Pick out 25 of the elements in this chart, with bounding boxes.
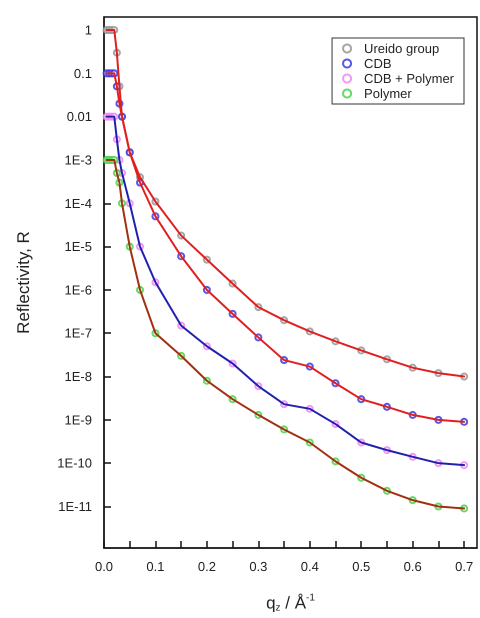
x-tick-label: 0.6 [404,559,422,574]
y-tick-label: 1E-8 [64,369,92,384]
y-tick-label: 0.01 [66,109,92,124]
y-axis-title: Reflectivity, R [14,231,33,334]
legend-label: CDB + Polymer [364,71,455,86]
x-tick-label: 0.2 [198,559,216,574]
legend-label: Polymer [364,86,412,101]
y-tick-label: 0.1 [74,66,92,81]
y-tick-label: 1 [84,22,92,38]
y-tick-label: 1E-5 [64,239,92,254]
y-tick-label: 1E-10 [57,456,92,471]
legend-label: Ureido group [364,41,440,56]
legend-label: CDB [364,56,392,71]
x-tick-label: 0.0 [94,559,114,574]
x-tick-label: 0.5 [352,559,370,574]
y-tick-label: 1E-11 [58,498,92,514]
y-tick-label: 1E-4 [64,196,92,211]
y-tick-label: 1E-6 [64,282,92,298]
y-tick-label: 1E-7 [64,326,92,341]
y-tick-label: 1E-9 [64,412,92,428]
x-tick-label: 0.4 [300,559,319,574]
x-tick-label: 0.3 [249,559,268,574]
x-tick-label: 0.1 [146,559,164,574]
y-tick-label: 1E-3 [64,152,92,168]
x-tick-label: 0.7 [455,559,474,574]
